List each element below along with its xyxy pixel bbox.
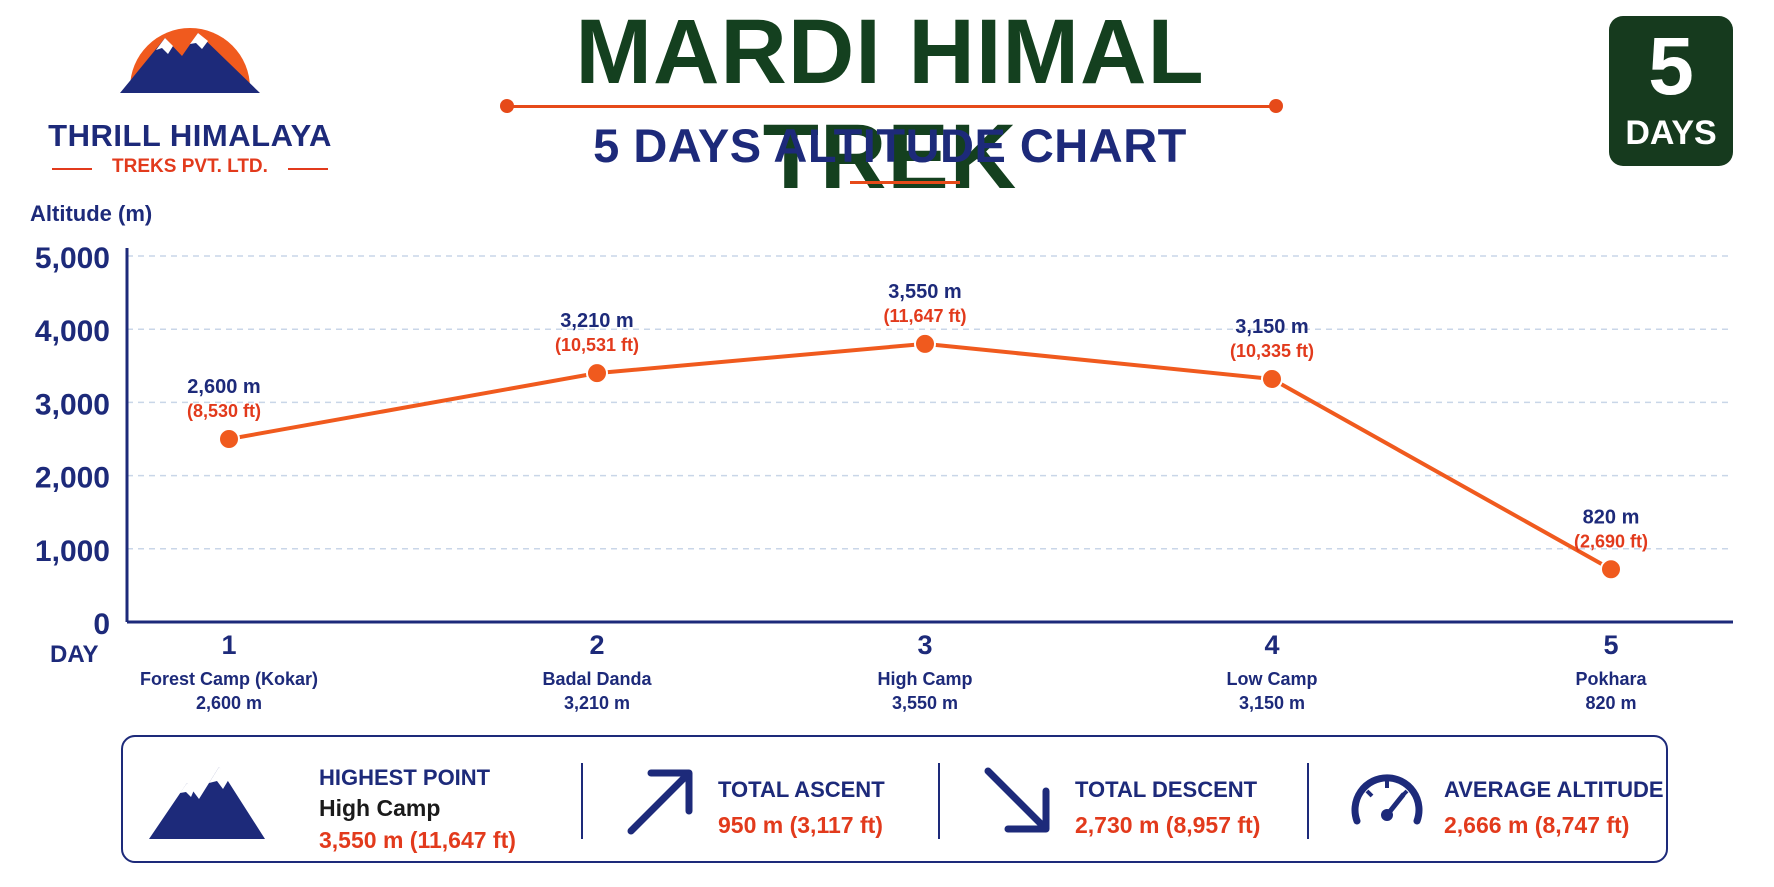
x-tick-label: 3 [917,630,932,660]
speedometer-icon [1351,774,1423,825]
axes: Altitude (m) 0 1,000 2,000 3,000 4,000 5,000 DA… [30,201,1733,713]
y-tick-label: 1,000 [35,535,110,568]
y-tick-label: 4,000 [35,315,110,348]
data-label-feet: (10,335 ft) [1230,341,1314,361]
x-axis-label: DAY [50,641,98,668]
stat-ascent-label: TOTAL ASCENT [718,777,885,802]
stat-divider [581,763,583,839]
grid-lines [127,255,1733,550]
y-tick-label: 2,000 [35,462,110,495]
data-point [218,428,240,450]
stat-highest-point: HIGHEST POINT High Camp 3,550 m (11,647 … [123,737,573,861]
y-tick-label: 5,000 [35,242,110,275]
data-labels: 2,600 m (8,530 ft) 3,210 m (10,531 ft) 3,550… [187,281,1648,551]
x-tick-label: 1 [221,630,236,660]
stat-highest-value: 3,550 m (11,647 ft) [319,827,516,853]
y-tick-label: 0 [93,608,110,641]
series-line [228,341,1612,572]
stat-divider [938,763,940,839]
arrow-down-right-icon [984,767,1050,833]
y-tick-label: 3,000 [35,388,110,421]
page-title: MARDI HIMAL TREK [575,1,1205,208]
stat-average-value: 2,666 m (8,747 ft) [1444,812,1630,838]
stats-panel: HIGHEST POINT High Camp 3,550 m (11,647 … [121,735,1668,863]
stat-highest-label: HIGHEST POINT [319,765,491,790]
y-axis-label: Altitude (m) [30,201,152,226]
altitude-series [218,332,1622,581]
x-tick-label: 5 [1603,630,1618,660]
x-place-label: Forest Camp (Kokar) [140,669,318,689]
days-badge-number: 5 [1648,21,1694,112]
x-tick-label: 4 [1264,630,1279,660]
title-rule-dot-left [500,99,514,113]
altitude-chart: Altitude (m) 0 1,000 2,000 3,000 4,000 5,000 DA… [30,201,1733,713]
stat-average-label: AVERAGE ALTITUDE [1444,777,1664,802]
days-badge: 5 DAYS [1609,16,1733,166]
stat-total-ascent: TOTAL ASCENT 950 m (3,117 ft) [583,737,923,861]
x-place-altitude: 820 m [1585,693,1636,713]
data-point [1600,558,1622,581]
mountain-icon [149,767,265,839]
page-subtitle: 5 DAYS ALTITUDE CHART [593,119,1187,172]
data-label-meters: 3,550 m [888,281,961,303]
data-point [914,332,936,355]
arrow-up-right-icon [627,769,693,835]
data-label-feet: (8,530 ft) [187,401,261,421]
stat-divider [1307,763,1309,839]
stat-highest-name: High Camp [319,795,441,821]
brand-name: THRILL HIMALAYA [48,118,332,153]
data-label-feet: (10,531 ft) [555,335,639,355]
x-place-altitude: 3,150 m [1239,693,1305,713]
x-place-altitude: 3,550 m [892,693,958,713]
brand-rule-left [52,168,92,170]
stat-average-altitude: AVERAGE ALTITUDE 2,666 m (8,747 ft) [1309,737,1664,861]
x-place-label: Pokhara [1575,669,1647,689]
x-place-label: Badal Danda [542,669,652,689]
stat-total-descent: TOTAL DESCENT 2,730 m (8,957 ft) [940,737,1300,861]
brand-subtitle: TREKS PVT. LTD. [112,156,268,177]
stat-descent-value: 2,730 m (8,957 ft) [1075,812,1261,838]
data-point [1261,367,1283,390]
data-label-meters: 820 m [1583,506,1640,528]
x-tick-label: 2 [589,630,604,660]
data-label-feet: (2,690 ft) [1574,531,1648,551]
data-label-meters: 2,600 m [187,376,260,398]
stat-ascent-value: 950 m (3,117 ft) [718,812,883,838]
mountain-sun-logo [120,28,260,93]
data-label-meters: 3,150 m [1235,316,1308,338]
data-point [586,362,608,385]
x-place-altitude: 3,210 m [564,693,630,713]
data-label-meters: 3,210 m [560,310,633,332]
stat-descent-label: TOTAL DESCENT [1075,777,1258,802]
title-rule [506,105,1276,108]
x-place-label: Low Camp [1226,669,1317,689]
x-place-altitude: 2,600 m [196,693,262,713]
subtitle-rule [850,181,960,184]
days-badge-label: DAYS [1625,114,1717,152]
x-place-label: High Camp [877,669,972,689]
title-rule-dot-right [1269,99,1283,113]
brand-logo: THRILL HIMALAYA TREKS PVT. LTD. [40,8,340,178]
brand-rule-right [288,168,328,170]
data-label-feet: (11,647 ft) [883,306,966,326]
